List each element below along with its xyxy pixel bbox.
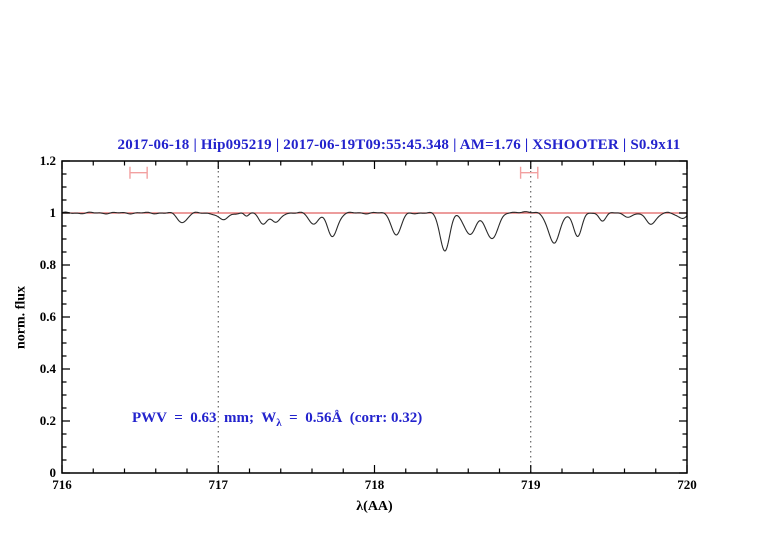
pwv-annotation-suffix: = 0.56Å (corr: 0.32) <box>281 410 423 426</box>
y-tick-label: 1.2 <box>39 153 56 168</box>
pwv-annotation-prefix: PWV = 0.63 mm; W <box>132 410 277 426</box>
y-tick-label: 0 <box>49 465 57 480</box>
x-tick-label: 717 <box>208 477 229 492</box>
x-axis-label: λ(AA) <box>356 499 393 514</box>
band-marker <box>129 166 148 179</box>
y-tick-label: 0.4 <box>39 361 56 376</box>
plot-title: 2017-06-18 | Hip095219 | 2017-06-19T09:5… <box>117 137 681 153</box>
y-tick-label: 0.8 <box>39 257 56 272</box>
x-tick-label: 718 <box>364 477 385 492</box>
x-tick-label: 719 <box>521 477 541 492</box>
spectrum-curve <box>61 211 688 252</box>
pwv-annotation-subscript: λ <box>276 417 282 429</box>
y-tick-label: 0.2 <box>39 413 56 428</box>
pwv-annotation: PWV = 0.63 mm; Wλ = 0.56Å (corr: 0.32) <box>132 410 422 430</box>
band-marker <box>519 166 539 179</box>
y-tick-label: 1 <box>49 205 57 220</box>
axis-ticks <box>61 160 688 474</box>
y-tick-label: 0.6 <box>39 309 56 324</box>
x-tick-label: 716 <box>52 477 72 492</box>
x-tick-label: 720 <box>677 477 697 492</box>
